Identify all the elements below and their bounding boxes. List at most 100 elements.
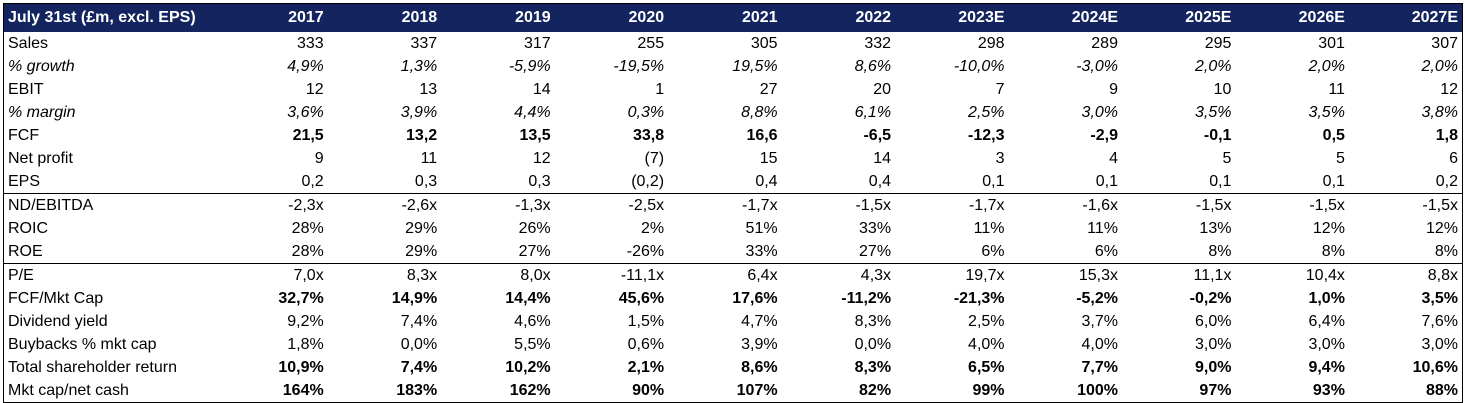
- table-cell: 3,7%: [1081, 312, 1118, 330]
- header-year-2019: 2019: [441, 3, 555, 32]
- table-cell: 2,0%: [1194, 57, 1232, 75]
- table-cell: (0,2): [631, 172, 665, 190]
- table-cell: 8%: [1208, 242, 1232, 260]
- table-cell: 6,1%: [854, 103, 892, 121]
- table-cell: 7,4%: [400, 312, 438, 330]
- table-cell: 5,5%: [514, 335, 551, 353]
- financial-table-container: July 31st (£m, excl. EPS) 2017 2018 2019 20…: [3, 3, 1463, 403]
- table-cell: 0,1: [1209, 172, 1232, 190]
- table-cell: 0,1: [982, 172, 1005, 190]
- table-cell: 2,0%: [1421, 57, 1458, 75]
- row-label: FCF/Mkt Cap: [8, 289, 104, 307]
- header-label: July 31st (£m, excl. EPS): [3, 3, 215, 32]
- table-cell: 107%: [736, 381, 778, 399]
- table-row: FCF/Mkt Cap 32,7% 14,9% 14,4% 45,6% 17,6% -11,…: [4, 287, 1463, 310]
- table-cell: 7,0x: [214, 262, 328, 287]
- table-cell: 45,6%: [618, 289, 665, 307]
- table-cell: 10,2%: [505, 358, 551, 376]
- table-cell: 9,0%: [1194, 358, 1232, 376]
- table-cell: 29%: [405, 242, 438, 260]
- table-cell: 332: [864, 34, 892, 52]
- table-cell: 8,6%: [741, 358, 778, 376]
- row-label: FCF: [8, 126, 40, 144]
- header-year-2021: 2021: [668, 3, 782, 32]
- table-cell: 337: [410, 34, 438, 52]
- table-cell: 2,5%: [968, 103, 1005, 121]
- table-cell: -11,2%: [841, 289, 892, 307]
- table-cell: 307: [1431, 34, 1458, 52]
- table-cell: 8,3%: [854, 312, 892, 330]
- table-cell: 295: [1204, 34, 1232, 52]
- table-cell: 27: [759, 80, 778, 98]
- table-cell: 11%: [973, 219, 1005, 237]
- table-cell: 1,5%: [627, 312, 665, 330]
- table-cell: 0,6%: [627, 335, 665, 353]
- table-cell: 10,9%: [278, 358, 324, 376]
- table-cell: 14: [532, 80, 551, 98]
- table-cell: 17,6%: [732, 289, 778, 307]
- table-cell: 7,4%: [400, 358, 438, 376]
- table-cell: 0,0%: [400, 335, 438, 353]
- table-row: Net profit 9 11 12 (7) 15 14 3 4 5 5 6: [4, 147, 1463, 170]
- table-cell: 0,1: [1095, 172, 1118, 190]
- header-year-2025e: 2025E: [1121, 3, 1236, 32]
- table-cell: 10,6%: [1412, 358, 1458, 376]
- table-row: Mkt cap/net cash 164% 183% 162% 90% 107% 82% 99…: [4, 379, 1463, 403]
- table-cell: 7,7%: [1081, 358, 1118, 376]
- table-row: % growth 4,9% 1,3% -5,9% -19,5% 19,5% 8,6% -10,…: [4, 55, 1463, 78]
- table-cell: -1,7x: [895, 192, 1009, 217]
- table-cell: -19,5%: [613, 57, 665, 75]
- financial-summary-table: July 31st (£m, excl. EPS) 2017 2018 2019 20…: [3, 3, 1463, 403]
- table-cell: 4,6%: [514, 312, 551, 330]
- table-cell: 3,0%: [1421, 335, 1458, 353]
- table-cell: 8,3%: [854, 358, 892, 376]
- table-cell: 8,6%: [854, 57, 892, 75]
- table-cell: 289: [1091, 34, 1118, 52]
- table-cell: 97%: [1199, 381, 1232, 399]
- table-cell: 33%: [859, 219, 892, 237]
- table-row: Total shareholder return 10,9% 7,4% 10,2% 2,…: [4, 356, 1463, 379]
- table-cell: -12,3: [968, 126, 1005, 144]
- table-cell: 4,0%: [968, 335, 1005, 353]
- table-row: % margin 3,6% 3,9% 4,4% 0,3% 8,8% 6,1% 2,5% 3,0%…: [4, 101, 1463, 124]
- row-label: Buybacks % mkt cap: [8, 335, 157, 353]
- table-cell: 14: [873, 149, 892, 167]
- table-cell: -1,7x: [668, 192, 782, 217]
- table-cell: 6%: [981, 242, 1005, 260]
- table-cell: -5,9%: [508, 57, 551, 75]
- table-cell: 3,5%: [1421, 289, 1458, 307]
- table-cell: -11,1x: [554, 262, 669, 287]
- table-cell: 6%: [1094, 242, 1118, 260]
- table-cell: 0,2: [301, 172, 324, 190]
- table-cell: 15,3x: [1008, 262, 1122, 287]
- table-body: Sales 333 337 317 255 305 332 298 289 295 301 307% …: [3, 32, 1463, 403]
- row-label: ROIC: [8, 219, 48, 237]
- table-cell: -1,3x: [441, 192, 555, 217]
- table-row: Sales 333 337 317 255 305 332 298 289 295 301 307: [4, 32, 1463, 55]
- table-cell: 51%: [745, 219, 778, 237]
- table-cell: 1: [655, 80, 665, 98]
- table-cell: 93%: [1312, 381, 1345, 399]
- table-cell: -21,3%: [953, 289, 1005, 307]
- table-cell: 333: [297, 34, 324, 52]
- table-cell: 3: [995, 149, 1005, 167]
- table-cell: 12: [532, 149, 551, 167]
- table-cell: -0,1: [1203, 126, 1232, 144]
- table-cell: 12: [1440, 80, 1458, 98]
- table-cell: 164%: [282, 381, 324, 399]
- table-cell: 100%: [1077, 381, 1118, 399]
- table-cell: 5: [1222, 149, 1232, 167]
- table-cell: 6,4x: [668, 262, 782, 287]
- table-cell: 13: [419, 80, 438, 98]
- table-cell: 28%: [291, 242, 324, 260]
- table-cell: 12%: [1312, 219, 1345, 237]
- table-cell: 6,4%: [1308, 312, 1345, 330]
- table-row: P/E 7,0x 8,3x 8,0x -11,1x 6,4x 4,3x 19,7x 15,3x 1…: [3, 262, 1463, 287]
- table-cell: 12%: [1425, 219, 1458, 237]
- header-year-2024e: 2024E: [1008, 3, 1122, 32]
- table-cell: 8%: [1321, 242, 1345, 260]
- table-cell: 4,4%: [514, 103, 551, 121]
- table-cell: 0,1: [1322, 172, 1345, 190]
- table-cell: 2,1%: [627, 358, 665, 376]
- table-cell: 3,8%: [1421, 103, 1458, 121]
